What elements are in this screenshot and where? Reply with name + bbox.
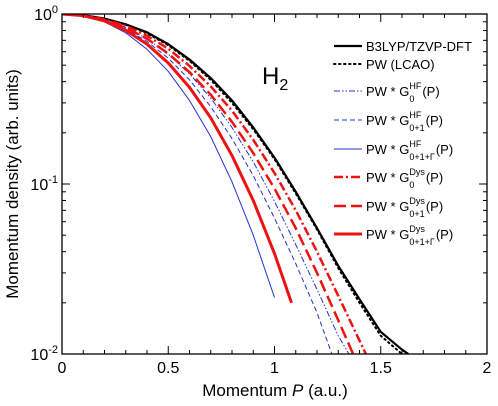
legend-label-3: PW * GHF 0 (P): [366, 81, 440, 104]
y-tick-label: 10-1: [30, 174, 58, 194]
inset-label-main: H: [262, 63, 279, 90]
x-tick-label: 2: [483, 360, 492, 377]
chart-inset-label: H2: [262, 63, 288, 94]
x-axis-label-variable: P: [292, 381, 304, 400]
series-layer: [62, 14, 409, 354]
legend-label-5: PW * GHF 0+1+Γ(P): [366, 139, 453, 162]
series-line-7: [62, 14, 355, 354]
series-line-8: [62, 14, 293, 304]
y-tick-label: 10-2: [30, 344, 58, 364]
legend: B3LYP/TZVP-DFT PW (LCAO) PW * GHF 0 (P) PW * …: [333, 39, 472, 247]
y-axis-label: Momentum density (arb. units): [3, 69, 22, 299]
legend-label-7: PW * GDys 0+1(P): [366, 196, 443, 219]
x-axis-label-post: (a.u.): [303, 381, 347, 400]
series-line-4: [62, 14, 333, 354]
x-tick-label: 0.5: [157, 360, 179, 377]
legend-label-1: B3LYP/TZVP-DFT: [366, 39, 472, 54]
x-tick-label: 1: [270, 360, 279, 377]
tick-label-layer: 0 0.5 1 1.5 2 100 10-1 10-2: [30, 4, 491, 377]
legend-label-6: PW * GDys 0 (P): [366, 167, 443, 190]
x-tick-label: 1.5: [370, 360, 392, 377]
legend-label-8: PW * GDys 0+1+Γ(P): [366, 224, 453, 247]
inset-label-subscript: 2: [279, 77, 288, 94]
x-tick-label: 0: [58, 360, 67, 377]
legend-label-2: PW (LCAO): [366, 57, 435, 72]
x-axis-label-pre: Momentum: [202, 381, 292, 400]
legend-label-4: PW * GHF 0+1(P): [366, 110, 443, 133]
y-tick-label: 100: [34, 4, 58, 24]
tick-layer: [61, 13, 488, 355]
x-axis-label: Momentum P (a.u.): [202, 381, 348, 400]
